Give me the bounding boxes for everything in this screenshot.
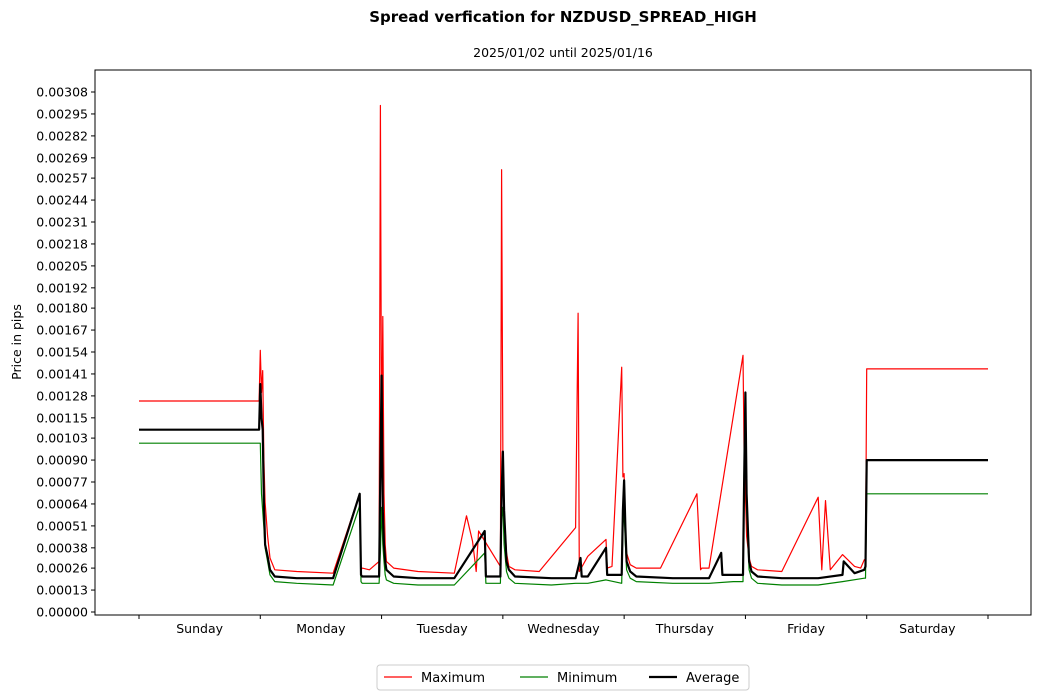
y-axis-label: Price in pips <box>9 304 24 380</box>
y-tick-label: 0.00295 <box>36 106 88 121</box>
x-axis-ticks: Sunday Monday Tuesday Wednesday Thursday Frid… <box>138 615 989 636</box>
y-tick-label: 0.00218 <box>36 236 88 251</box>
legend: Maximum Minimum Average <box>376 664 750 691</box>
plot-area <box>94 69 1032 616</box>
y-tick-label: 0.00205 <box>36 258 88 273</box>
chart-subtitle: 2025/01/02 until 2025/01/16 <box>473 45 653 60</box>
y-tick-label: 0.00269 <box>36 150 88 165</box>
legend-label-minimum: Minimum <box>557 671 617 686</box>
y-tick-label: 0.00141 <box>36 366 88 381</box>
y-tick-label: 0.00257 <box>36 171 88 186</box>
legend-label-maximum: Maximum <box>421 671 485 686</box>
legend-frame <box>376 664 750 691</box>
y-tick-label: 0.00026 <box>36 561 88 576</box>
y-tick-label: 0.00115 <box>36 410 88 425</box>
y-tick-label: 0.00244 <box>36 193 88 208</box>
y-tick-label: 0.00192 <box>36 280 88 295</box>
y-tick-label: 0.00282 <box>36 128 88 143</box>
y-tick-label: 0.00167 <box>36 323 88 338</box>
y-tick-label: 0.00231 <box>36 215 88 230</box>
y-tick-label: 0.00308 <box>36 85 88 100</box>
x-tick-label: Wednesday <box>527 621 600 636</box>
y-tick-label: 0.00064 <box>36 496 88 511</box>
y-tick-label: 0.00051 <box>36 518 88 533</box>
y-tick-label: 0.00000 <box>36 605 88 620</box>
y-tick-label: 0.00154 <box>36 345 88 360</box>
y-tick-label: 0.00180 <box>36 301 88 316</box>
y-tick-label: 0.00103 <box>36 431 88 446</box>
y-tick-label: 0.00038 <box>36 540 88 555</box>
series-lines <box>139 104 988 586</box>
y-axis-ticks: 0.00000 0.00013 0.00026 0.00038 0.00051 0.000… <box>36 85 95 620</box>
y-tick-label: 0.00077 <box>36 475 88 490</box>
x-tick-label: Monday <box>296 621 346 636</box>
legend-label-average: Average <box>686 671 739 686</box>
chart-title: Spread verfication for NZDUSD_SPREAD_HIG… <box>369 8 757 26</box>
x-tick-label: Sunday <box>176 621 223 636</box>
y-tick-label: 0.00090 <box>36 453 88 468</box>
x-tick-label: Friday <box>787 621 825 636</box>
y-tick-label: 0.00128 <box>36 388 88 403</box>
x-tick-label: Saturday <box>899 621 956 636</box>
x-tick-label: Thursday <box>655 621 715 636</box>
y-tick-label: 0.00013 <box>36 583 88 598</box>
series-line-average <box>139 374 988 580</box>
x-tick-label: Tuesday <box>416 621 468 636</box>
